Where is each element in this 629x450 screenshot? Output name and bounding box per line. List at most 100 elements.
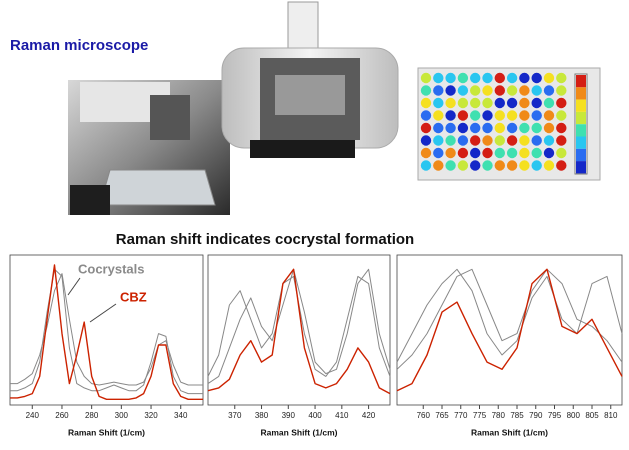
well [556,72,567,84]
well [506,160,518,171]
well [445,160,456,171]
well [543,72,555,84]
well [531,135,542,146]
well [445,147,456,159]
x-tick-label: 280 [85,411,99,420]
colorbar-segment [576,99,586,112]
well [556,147,567,159]
well [519,85,530,96]
x-tick-label: 760 [417,411,431,420]
well [457,97,469,109]
well [531,122,542,134]
instrument-photo [221,1,399,158]
well [531,147,542,159]
well [494,135,505,146]
well [506,85,518,96]
well [494,160,505,171]
well [457,135,469,146]
well [519,97,530,109]
well [470,97,481,109]
well [531,72,542,84]
title: Raman microscope [10,37,148,54]
x-tick-label: 240 [26,411,40,420]
spectrum-line [396,268,623,370]
x-tick-label: 780 [492,411,506,420]
annotation: Cocrystals [78,261,144,276]
well [543,135,555,146]
well [506,72,518,84]
well [433,135,444,146]
x-tick-label: 805 [585,411,599,420]
well [433,72,444,84]
well-plate-heatmap [417,67,601,181]
x-axis-label: Raman Shift (1/cm) [68,427,145,437]
x-tick-label: 260 [55,411,69,420]
spectrum-line [10,268,203,395]
x-tick-label: 785 [510,411,524,420]
well [506,122,518,134]
well [470,122,481,134]
well [470,72,481,84]
well [433,85,444,96]
x-tick-label: 790 [529,411,543,420]
colorbar-segment [576,124,586,137]
well [482,85,493,96]
spectrum-line [396,268,623,363]
arrow [67,277,81,296]
plot-frame [9,254,204,406]
microscope-photo [68,80,230,215]
x-tick-label: 420 [362,411,376,420]
well [556,85,567,96]
x-tick-label: 765 [435,411,449,420]
well [482,97,493,109]
well [543,97,555,109]
well [519,110,530,121]
well [519,147,530,159]
well [433,147,444,159]
well [482,160,493,171]
well [531,110,542,121]
spectrum-line [396,268,623,392]
well [457,110,469,121]
colorbar-segment [576,161,586,174]
plot-frame [207,254,391,406]
well [420,97,432,109]
well [531,97,542,109]
x-tick-label: 810 [604,411,618,420]
x-tick-label: 390 [282,411,296,420]
well [420,147,432,159]
well [470,85,481,96]
well [457,122,469,134]
well [482,72,493,84]
well [506,135,518,146]
x-axis-label: Raman Shift (1/cm) [471,427,548,437]
well [457,147,469,159]
spectrum-line [207,268,391,385]
x-tick-label: 340 [174,411,188,420]
spectrum-line [10,273,203,386]
well [531,160,542,171]
well [556,110,567,121]
colorbar-segment [576,75,586,88]
well [556,122,567,134]
x-tick-label: 795 [548,411,562,420]
well [494,72,505,84]
well [543,147,555,159]
well [470,110,481,121]
x-tick-label: 410 [335,411,349,420]
x-tick-label: 320 [144,411,158,420]
well [543,85,555,96]
well [556,135,567,146]
well [445,72,456,84]
colorbar-segment [576,111,586,125]
well [445,122,456,134]
plot-frame [396,254,623,406]
well [519,72,530,84]
well [420,160,432,171]
well [445,110,456,121]
well [445,135,456,146]
well [433,110,444,121]
well [433,122,444,134]
well [506,110,518,121]
heading: Raman shift indicates cocrystal formatio… [116,231,414,248]
